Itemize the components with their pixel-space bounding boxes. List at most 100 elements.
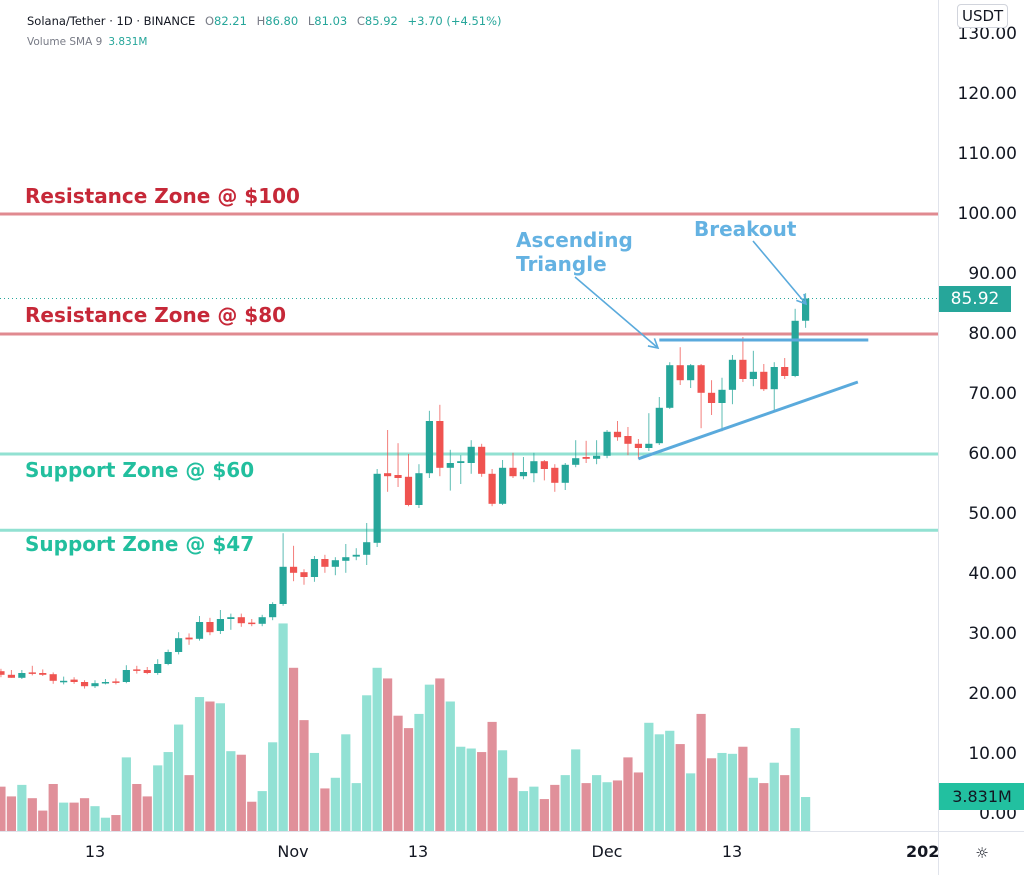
time-label-nov: Nov [277,842,309,861]
volume-bar [38,810,48,831]
volume-bar [299,720,309,831]
volume-bar [748,777,758,831]
candle-body [352,554,360,557]
volume-bar [0,786,6,831]
candle-body [384,473,392,477]
volume-bar [497,750,508,831]
volume-bar [341,734,351,831]
candle-body [164,652,172,664]
candle-body [561,464,569,483]
volume-bar [100,817,111,831]
currency-button[interactable]: USDT [957,4,1009,28]
volume-bar [435,678,445,831]
candle-body [248,622,256,625]
close-value: 85.92 [364,14,398,28]
time-axis[interactable]: 13 Nov 13 Dec 13 2022 [0,831,938,875]
volume-bar [90,806,100,831]
candle-body [91,683,99,687]
candle-body [279,566,287,583]
support-60-label: Support Zone @ $60 [25,458,255,482]
low-value: 81.03 [314,14,348,28]
volume-bar [727,753,738,831]
time-label-dec-13: 13 [721,842,743,861]
volume-bar [132,783,142,831]
volume-bar [257,791,267,831]
volume-bar [142,796,152,831]
volume-bar [163,752,173,831]
volume-bar [581,783,591,831]
change-value: +3.70 (+4.51%) [407,14,502,28]
volume-bar [780,775,790,831]
price-axis[interactable]: 0.00 10.00 20.00 30.00 40.00 50.00 60.00 70.00 8… [938,0,1024,831]
candle-body [436,421,444,468]
volume-bar [696,713,706,831]
candle-body [70,679,78,682]
volume-bar [539,799,549,831]
close-label: C [356,14,365,28]
volume-bar [612,780,623,831]
volume-bar [174,724,184,831]
candle-body [363,542,371,555]
candle-body [175,638,183,652]
candle-body [634,443,642,448]
candle-body [718,389,726,403]
candle-body [122,670,130,682]
volume-bar [665,730,675,831]
open-label: O [204,14,215,28]
ascending-triangle-label: Ascending Triangle [516,228,633,276]
volume-bar [686,773,696,831]
candle-body [645,443,653,448]
volume-bar [644,722,654,831]
settings-icon[interactable]: ☼ [938,831,1024,875]
candle-body [467,446,475,463]
volume-legend[interactable]: Volume SMA 9 3.831M [27,36,147,48]
price-tick-label: 60.00 [968,444,1017,464]
candle-body [269,604,277,618]
candle-body [300,572,308,577]
volume-bar [560,775,570,831]
candle-body [582,457,590,459]
candle-body [488,473,496,504]
candlestick-chart[interactable] [0,0,938,831]
candle-body [80,682,89,687]
candle-body [373,473,381,543]
candle-body [519,472,528,477]
price-tick-label: 80.00 [968,324,1017,344]
candle-body [394,475,402,478]
candle-body [572,458,580,465]
volume-bar [550,784,560,831]
volume-bar [278,623,288,831]
candle-body [802,298,810,321]
volume-bar [194,697,205,831]
volume-bar [268,742,278,831]
volume-bar [654,734,664,831]
price-tick-label: 20.00 [968,684,1017,704]
volume-bar [59,802,69,831]
volume-bar [247,801,257,831]
volume-bar [759,783,769,831]
volume-bar [330,777,340,831]
symbol-title: Solana/Tether · 1D · BINANCE [27,14,196,28]
time-label-nov-13: 13 [407,842,429,861]
volume-bar [372,667,382,831]
symbol-legend[interactable]: Solana/Tether · 1D · BINANCE O82.21 H86.… [27,14,502,28]
candle-body [478,446,486,474]
high-value: 86.80 [265,14,299,28]
volume-bar [205,701,215,831]
volume-bar [466,748,476,831]
volume-indicator-label: Volume SMA 9 [27,36,103,48]
volume-bar [79,798,90,831]
volume-bar [529,786,539,831]
high-label: H [256,14,266,28]
volume-bar [351,783,361,831]
price-tick-label: 10.00 [968,744,1017,764]
candle-body [707,392,716,403]
candle-body [133,669,141,671]
volume-bar [236,754,246,831]
candle-body [154,664,162,673]
candle-body [28,672,36,674]
resistance-100-label: Resistance Zone @ $100 [25,184,300,208]
volume-bar [738,746,748,831]
candle-body [331,560,339,567]
volume-bar [288,667,299,831]
